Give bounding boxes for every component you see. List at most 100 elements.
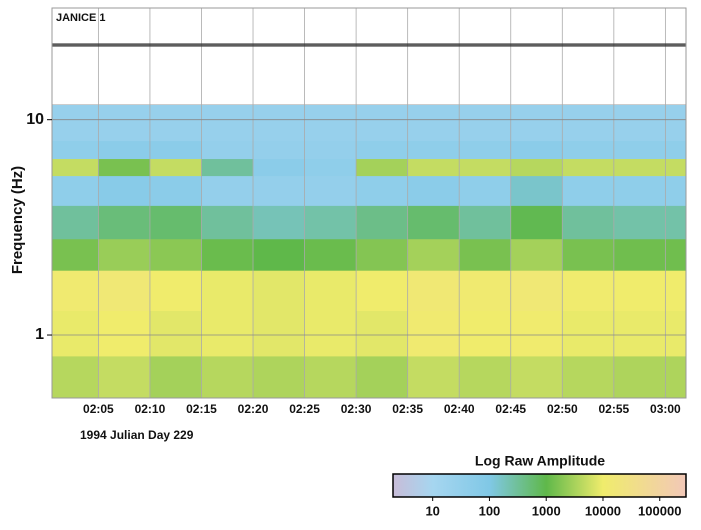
heatmap-cell	[562, 238, 615, 271]
heatmap-cell	[98, 175, 151, 206]
heatmap-cell	[201, 270, 254, 311]
heatmap-cell	[459, 140, 512, 160]
x-tick-label: 02:35	[392, 402, 423, 416]
heatmap-cell	[253, 310, 306, 357]
heatmap-cell	[149, 310, 202, 357]
heatmap-cell	[201, 238, 254, 271]
heatmap-cell	[407, 238, 460, 271]
heatmap-cell	[98, 205, 151, 240]
heatmap-cell	[356, 270, 409, 311]
heatmap-cell	[459, 355, 512, 399]
heatmap-cell	[52, 270, 99, 311]
heatmap-cell	[407, 310, 460, 357]
heatmap-cell	[98, 238, 151, 271]
x-axis-label: 1994 Julian Day 229	[80, 428, 194, 442]
x-tick-label: 02:25	[289, 402, 320, 416]
heatmap-cell	[407, 205, 460, 240]
heatmap-cell	[562, 270, 615, 311]
heatmap-cell	[459, 105, 512, 142]
heatmap-cell	[562, 140, 615, 160]
heatmap-cell	[52, 355, 99, 399]
heatmap-cell	[562, 105, 615, 142]
heatmap-cell	[253, 105, 306, 142]
heatmap-cell	[510, 270, 563, 311]
x-tick-label: 03:00	[650, 402, 681, 416]
heatmap-cell	[98, 158, 151, 177]
x-tick-label: 02:20	[238, 402, 269, 416]
heatmap-cell	[613, 310, 687, 357]
heatmap-cell	[356, 310, 409, 357]
heatmap-cell	[407, 105, 460, 142]
heatmap-cell	[459, 158, 512, 177]
heatmap-cell	[459, 310, 512, 357]
heatmap-cell	[356, 205, 409, 240]
heatmap-cell	[304, 205, 357, 240]
heatmap-cell	[253, 270, 306, 311]
heatmap-cell	[613, 355, 687, 399]
heatmap-cell	[201, 355, 254, 399]
heatmap-cell	[562, 158, 615, 177]
heatmap-cell	[459, 270, 512, 311]
heatmap-cell	[149, 355, 202, 399]
heatmap-cell	[510, 310, 563, 357]
x-tick-label: 02:10	[135, 402, 166, 416]
colorbar-tick-label: 10000	[585, 503, 621, 518]
heatmap-cell	[253, 205, 306, 240]
heatmap-cell	[613, 270, 687, 311]
x-tick-label: 02:45	[495, 402, 526, 416]
heatmap-cell	[510, 238, 563, 271]
x-tick-label: 02:05	[83, 402, 114, 416]
colorbar-tick-label: 1000	[532, 503, 561, 518]
heatmap-cell	[149, 140, 202, 160]
heatmap-cell	[253, 140, 306, 160]
heatmap-cell	[459, 238, 512, 271]
heatmap-cell	[98, 270, 151, 311]
heatmap-cell	[510, 140, 563, 160]
heatmap-cell	[52, 105, 99, 142]
heatmap-cell	[356, 140, 409, 160]
heatmap-cell	[304, 310, 357, 357]
heatmap-cell	[304, 158, 357, 177]
heatmap-cell	[52, 158, 99, 177]
heatmap-cell	[459, 205, 512, 240]
heatmap-cell	[510, 205, 563, 240]
heatmap-cell	[510, 105, 563, 142]
heatmap-cell	[201, 175, 254, 206]
heatmap-cell	[510, 175, 563, 206]
heatmap-cell	[253, 158, 306, 177]
heatmap-cell	[562, 205, 615, 240]
heatmap-cell	[613, 238, 687, 271]
heatmap-cell	[613, 140, 687, 160]
colorbar	[392, 473, 687, 498]
heatmap-cell	[407, 270, 460, 311]
x-tick-label: 02:40	[444, 402, 475, 416]
heatmap-cell	[253, 175, 306, 206]
heatmap-cell	[52, 140, 99, 160]
y-tick-label: 1	[35, 326, 44, 343]
heatmap-cell	[356, 175, 409, 206]
heatmap-cell	[149, 158, 202, 177]
heatmap-cell	[52, 238, 99, 271]
x-tick-label: 02:30	[341, 402, 372, 416]
x-tick-label: 02:55	[598, 402, 629, 416]
heatmap-cell	[562, 355, 615, 399]
x-tick-label: 02:50	[547, 402, 578, 416]
heatmap-cell	[52, 175, 99, 206]
heatmap-cell	[356, 238, 409, 271]
heatmap-cell	[201, 158, 254, 177]
heatmap-cell	[356, 158, 409, 177]
heatmap-cell	[98, 310, 151, 357]
heatmap-cell	[52, 205, 99, 240]
heatmap-cell	[201, 310, 254, 357]
heatmap-cell	[304, 105, 357, 142]
seismogram-envelope	[52, 43, 686, 47]
heatmap-cell	[562, 310, 615, 357]
heatmap-cell	[98, 105, 151, 142]
heatmap-cell	[304, 270, 357, 311]
heatmap-cell	[149, 105, 202, 142]
heatmap-cell	[149, 205, 202, 240]
y-axis-label: Frequency (Hz)	[9, 166, 26, 274]
heatmap-cell	[52, 310, 99, 357]
heatmap-cell	[98, 355, 151, 399]
y-tick-label: 10	[26, 111, 44, 128]
